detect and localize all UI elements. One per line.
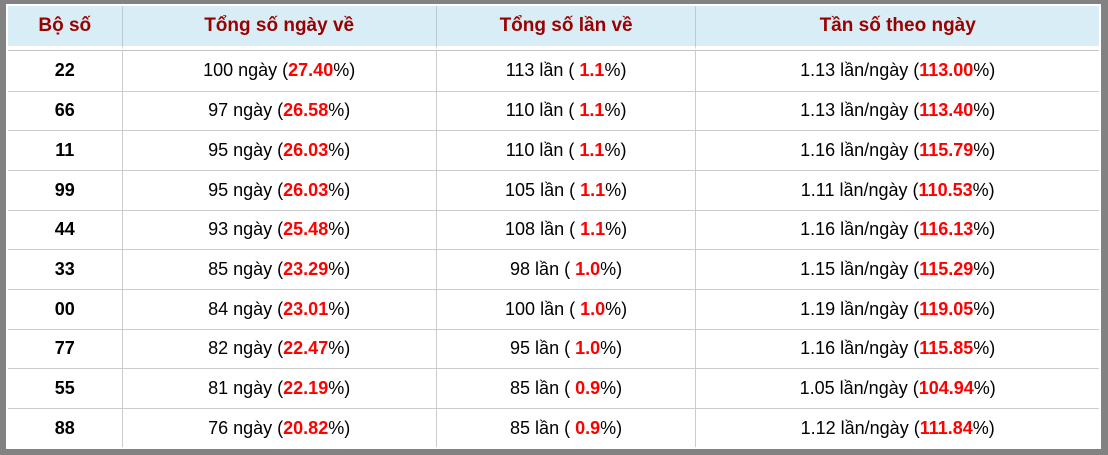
days-percent: 27.40 <box>288 60 334 81</box>
times-cell: 95 lần ( 1.0%) <box>436 329 697 370</box>
times-percent: 1.0 <box>575 338 601 359</box>
days-percent: 26.03 <box>283 179 329 200</box>
freq-percent: 110.53 <box>918 179 973 200</box>
pair-cell: 33 <box>8 250 123 290</box>
table-row: 33 85 ngày (23.29%) 98 lần ( 1.0%) 1.15 lần… <box>8 250 1099 290</box>
times-percent: 1.0 <box>575 259 601 280</box>
times-percent: 1.1 <box>580 179 606 200</box>
column-header-days: Tổng số ngày về <box>122 6 437 50</box>
times-cell: 85 lần ( 0.9%) <box>436 409 697 447</box>
freq-percent: 104.94 <box>918 378 974 399</box>
days-percent: 26.58 <box>283 100 329 121</box>
times-cell: 108 lần ( 1.1%) <box>436 210 697 251</box>
times-cell: 110 lần ( 1.1%) <box>436 131 697 171</box>
column-header-times: Tổng số lần về <box>436 6 697 50</box>
days-percent: 25.48 <box>283 219 329 240</box>
freq-percent: 113.00 <box>919 60 974 81</box>
days-percent: 22.47 <box>283 338 329 359</box>
days-cell: 100 ngày (27.40%) <box>122 50 437 92</box>
table-row: 66 97 ngày (26.58%) 110 lần ( 1.1%) 1.13 lầ… <box>8 91 1099 132</box>
days-percent: 20.82 <box>283 417 329 438</box>
column-header-freq: Tần số theo ngày <box>696 6 1099 50</box>
table-row: 55 81 ngày (22.19%) 85 lần ( 0.9%) 1.05 lần… <box>8 369 1099 409</box>
days-cell: 81 ngày (22.19%) <box>122 369 437 409</box>
days-cell: 95 ngày (26.03%) <box>122 170 437 211</box>
table-row: 88 76 ngày (20.82%) 85 lần ( 0.9%) 1.12 lần… <box>8 409 1099 447</box>
pair-cell: 44 <box>8 210 123 251</box>
pair-cell: 77 <box>8 329 123 370</box>
freq-percent: 119.05 <box>919 298 974 319</box>
freq-cell: 1.05 lần/ngày (104.94%) <box>696 369 1099 409</box>
days-percent: 23.01 <box>283 298 329 319</box>
pair-cell: 99 <box>8 170 123 211</box>
freq-percent: 115.85 <box>919 338 974 359</box>
days-percent: 23.29 <box>283 259 329 280</box>
table-row: 00 84 ngày (23.01%) 100 lần ( 1.0%) 1.19 lầ… <box>8 289 1099 330</box>
times-percent: 1.1 <box>579 60 605 81</box>
freq-cell: 1.13 lần/ngày (113.00%) <box>696 50 1099 92</box>
freq-cell: 1.15 lần/ngày (115.29%) <box>696 250 1099 290</box>
table-body: 22 100 ngày (27.40%) 113 lần ( 1.1%) 1.13 l… <box>8 50 1099 447</box>
pair-cell: 55 <box>8 369 123 409</box>
header-row: Bộ số Tổng số ngày về Tổng số lần về Tần… <box>8 6 1099 50</box>
freq-cell: 1.19 lần/ngày (119.05%) <box>696 289 1099 330</box>
times-cell: 110 lần ( 1.1%) <box>436 91 697 132</box>
freq-cell: 1.16 lần/ngày (115.79%) <box>696 131 1099 171</box>
freq-percent: 115.29 <box>919 259 974 280</box>
days-cell: 82 ngày (22.47%) <box>122 329 437 370</box>
freq-percent: 113.40 <box>919 100 974 121</box>
days-cell: 85 ngày (23.29%) <box>122 250 437 290</box>
table-row: 44 93 ngày (25.48%) 108 lần ( 1.1%) 1.16 lầ… <box>8 210 1099 251</box>
days-cell: 97 ngày (26.58%) <box>122 91 437 132</box>
pair-cell: 88 <box>8 409 123 447</box>
freq-percent: 111.84 <box>919 417 973 438</box>
table-row: 77 82 ngày (22.47%) 95 lần ( 1.0%) 1.16 lần… <box>8 329 1099 370</box>
days-cell: 76 ngày (20.82%) <box>122 409 437 447</box>
pair-cell: 66 <box>8 91 123 132</box>
days-cell: 95 ngày (26.03%) <box>122 131 437 171</box>
freq-percent: 115.79 <box>919 140 974 161</box>
times-percent: 1.1 <box>579 140 605 161</box>
days-percent: 26.03 <box>283 140 329 161</box>
times-percent: 1.0 <box>580 298 606 319</box>
pair-cell: 00 <box>8 289 123 330</box>
column-header-pair: Bộ số <box>8 6 123 50</box>
lottery-pair-statistics-table: Bộ số Tổng số ngày về Tổng số lần về Tần… <box>8 6 1099 447</box>
times-percent: 0.9 <box>575 378 601 399</box>
pair-cell: 22 <box>8 50 123 92</box>
times-cell: 85 lần ( 0.9%) <box>436 369 697 409</box>
freq-cell: 1.11 lần/ngày (110.53%) <box>696 170 1099 211</box>
table-row: 11 95 ngày (26.03%) 110 lần ( 1.1%) 1.16 lầ… <box>8 131 1099 171</box>
times-cell: 113 lần ( 1.1%) <box>436 50 697 92</box>
freq-cell: 1.16 lần/ngày (116.13%) <box>696 210 1099 251</box>
pair-cell: 11 <box>8 131 123 171</box>
days-percent: 22.19 <box>283 378 329 399</box>
freq-cell: 1.16 lần/ngày (115.85%) <box>696 329 1099 370</box>
freq-cell: 1.12 lần/ngày (111.84%) <box>696 409 1099 447</box>
times-percent: 1.1 <box>579 100 605 121</box>
table-row: 99 95 ngày (26.03%) 105 lần ( 1.1%) 1.11 lầ… <box>8 170 1099 211</box>
times-cell: 98 lần ( 1.0%) <box>436 250 697 290</box>
table-row: 22 100 ngày (27.40%) 113 lần ( 1.1%) 1.13 l… <box>8 50 1099 92</box>
days-cell: 84 ngày (23.01%) <box>122 289 437 330</box>
freq-percent: 116.13 <box>919 219 974 240</box>
times-percent: 1.1 <box>580 219 606 240</box>
days-cell: 93 ngày (25.48%) <box>122 210 437 251</box>
times-cell: 105 lần ( 1.1%) <box>436 170 697 211</box>
freq-cell: 1.13 lần/ngày (113.40%) <box>696 91 1099 132</box>
times-percent: 0.9 <box>575 417 601 438</box>
times-cell: 100 lần ( 1.0%) <box>436 289 697 330</box>
